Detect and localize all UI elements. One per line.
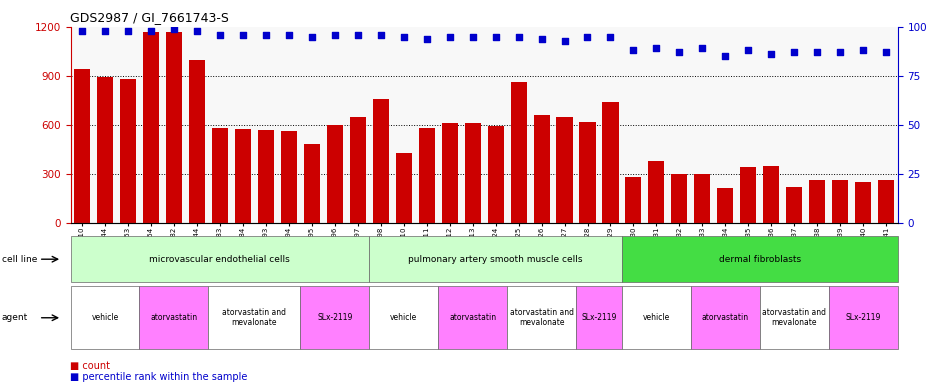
Text: agent: agent [2, 313, 28, 322]
Bar [832, 180, 848, 223]
Text: atorvastatin and
mevalonate: atorvastatin and mevalonate [223, 308, 287, 328]
Text: atorvastatin: atorvastatin [702, 313, 749, 322]
Point [281, 31, 296, 38]
Bar [695, 174, 711, 223]
Bar [418, 128, 434, 223]
Text: atorvastatin and
mevalonate: atorvastatin and mevalonate [509, 308, 573, 328]
Text: vehicle: vehicle [643, 313, 670, 322]
Point [855, 47, 870, 53]
Point [442, 34, 457, 40]
Bar [464, 123, 480, 223]
Bar [235, 129, 251, 223]
Point [258, 31, 274, 38]
Point [511, 34, 526, 40]
Text: ■ percentile rank within the sample: ■ percentile rank within the sample [70, 372, 248, 382]
Bar [327, 125, 343, 223]
Text: vehicle: vehicle [390, 313, 417, 322]
Bar [741, 167, 757, 223]
Text: dermal fibroblasts: dermal fibroblasts [719, 255, 801, 264]
Text: SLx-2119: SLx-2119 [846, 313, 881, 322]
Point [98, 28, 113, 34]
Bar [786, 187, 803, 223]
Point [741, 47, 756, 53]
Text: GDS2987 / GI_7661743-S: GDS2987 / GI_7661743-S [70, 12, 229, 25]
Point [787, 49, 802, 55]
Bar [488, 126, 504, 223]
Bar [97, 78, 113, 223]
Bar [855, 182, 871, 223]
Point [557, 38, 572, 44]
Bar [671, 174, 687, 223]
Text: ■ count: ■ count [70, 361, 111, 371]
Bar [717, 189, 733, 223]
Text: pulmonary artery smooth muscle cells: pulmonary artery smooth muscle cells [408, 255, 583, 264]
Point [396, 34, 411, 40]
Bar [603, 102, 619, 223]
Point [833, 49, 848, 55]
Bar [556, 117, 572, 223]
Bar [579, 121, 596, 223]
Bar [143, 32, 159, 223]
Point [351, 31, 366, 38]
Text: SLx-2119: SLx-2119 [581, 313, 617, 322]
Text: microvascular endothelial cells: microvascular endothelial cells [149, 255, 290, 264]
Bar [120, 79, 136, 223]
Point [465, 34, 480, 40]
Bar [74, 70, 90, 223]
Point [189, 28, 204, 34]
Point [305, 34, 320, 40]
Bar [372, 99, 389, 223]
Point [488, 34, 503, 40]
Point [718, 53, 733, 59]
Point [672, 49, 687, 55]
Bar [212, 128, 227, 223]
Point [580, 34, 595, 40]
Point [373, 31, 388, 38]
Point [534, 36, 549, 42]
Point [212, 31, 227, 38]
Bar [534, 115, 550, 223]
Bar [350, 117, 366, 223]
Text: cell line: cell line [2, 255, 38, 264]
Bar [189, 60, 205, 223]
Text: atorvastatin: atorvastatin [150, 313, 197, 322]
Bar [165, 32, 182, 223]
Text: vehicle: vehicle [91, 313, 118, 322]
Point [120, 28, 135, 34]
Point [144, 28, 159, 34]
Point [764, 51, 779, 57]
Point [166, 26, 181, 32]
Text: atorvastatin: atorvastatin [449, 313, 496, 322]
Point [419, 36, 434, 42]
Text: atorvastatin and
mevalonate: atorvastatin and mevalonate [762, 308, 826, 328]
Bar [281, 131, 297, 223]
Point [809, 49, 824, 55]
Bar [763, 166, 779, 223]
Bar [809, 180, 825, 223]
Point [649, 45, 664, 51]
Point [327, 31, 342, 38]
Text: SLx-2119: SLx-2119 [317, 313, 352, 322]
Point [626, 47, 641, 53]
Bar [649, 161, 665, 223]
Point [235, 31, 250, 38]
Bar [625, 177, 641, 223]
Point [74, 28, 89, 34]
Point [603, 34, 618, 40]
Bar [442, 123, 458, 223]
Point [879, 49, 894, 55]
Point [695, 45, 710, 51]
Bar [396, 153, 412, 223]
Bar [510, 83, 526, 223]
Bar [878, 180, 894, 223]
Bar [258, 130, 274, 223]
Bar [304, 144, 320, 223]
